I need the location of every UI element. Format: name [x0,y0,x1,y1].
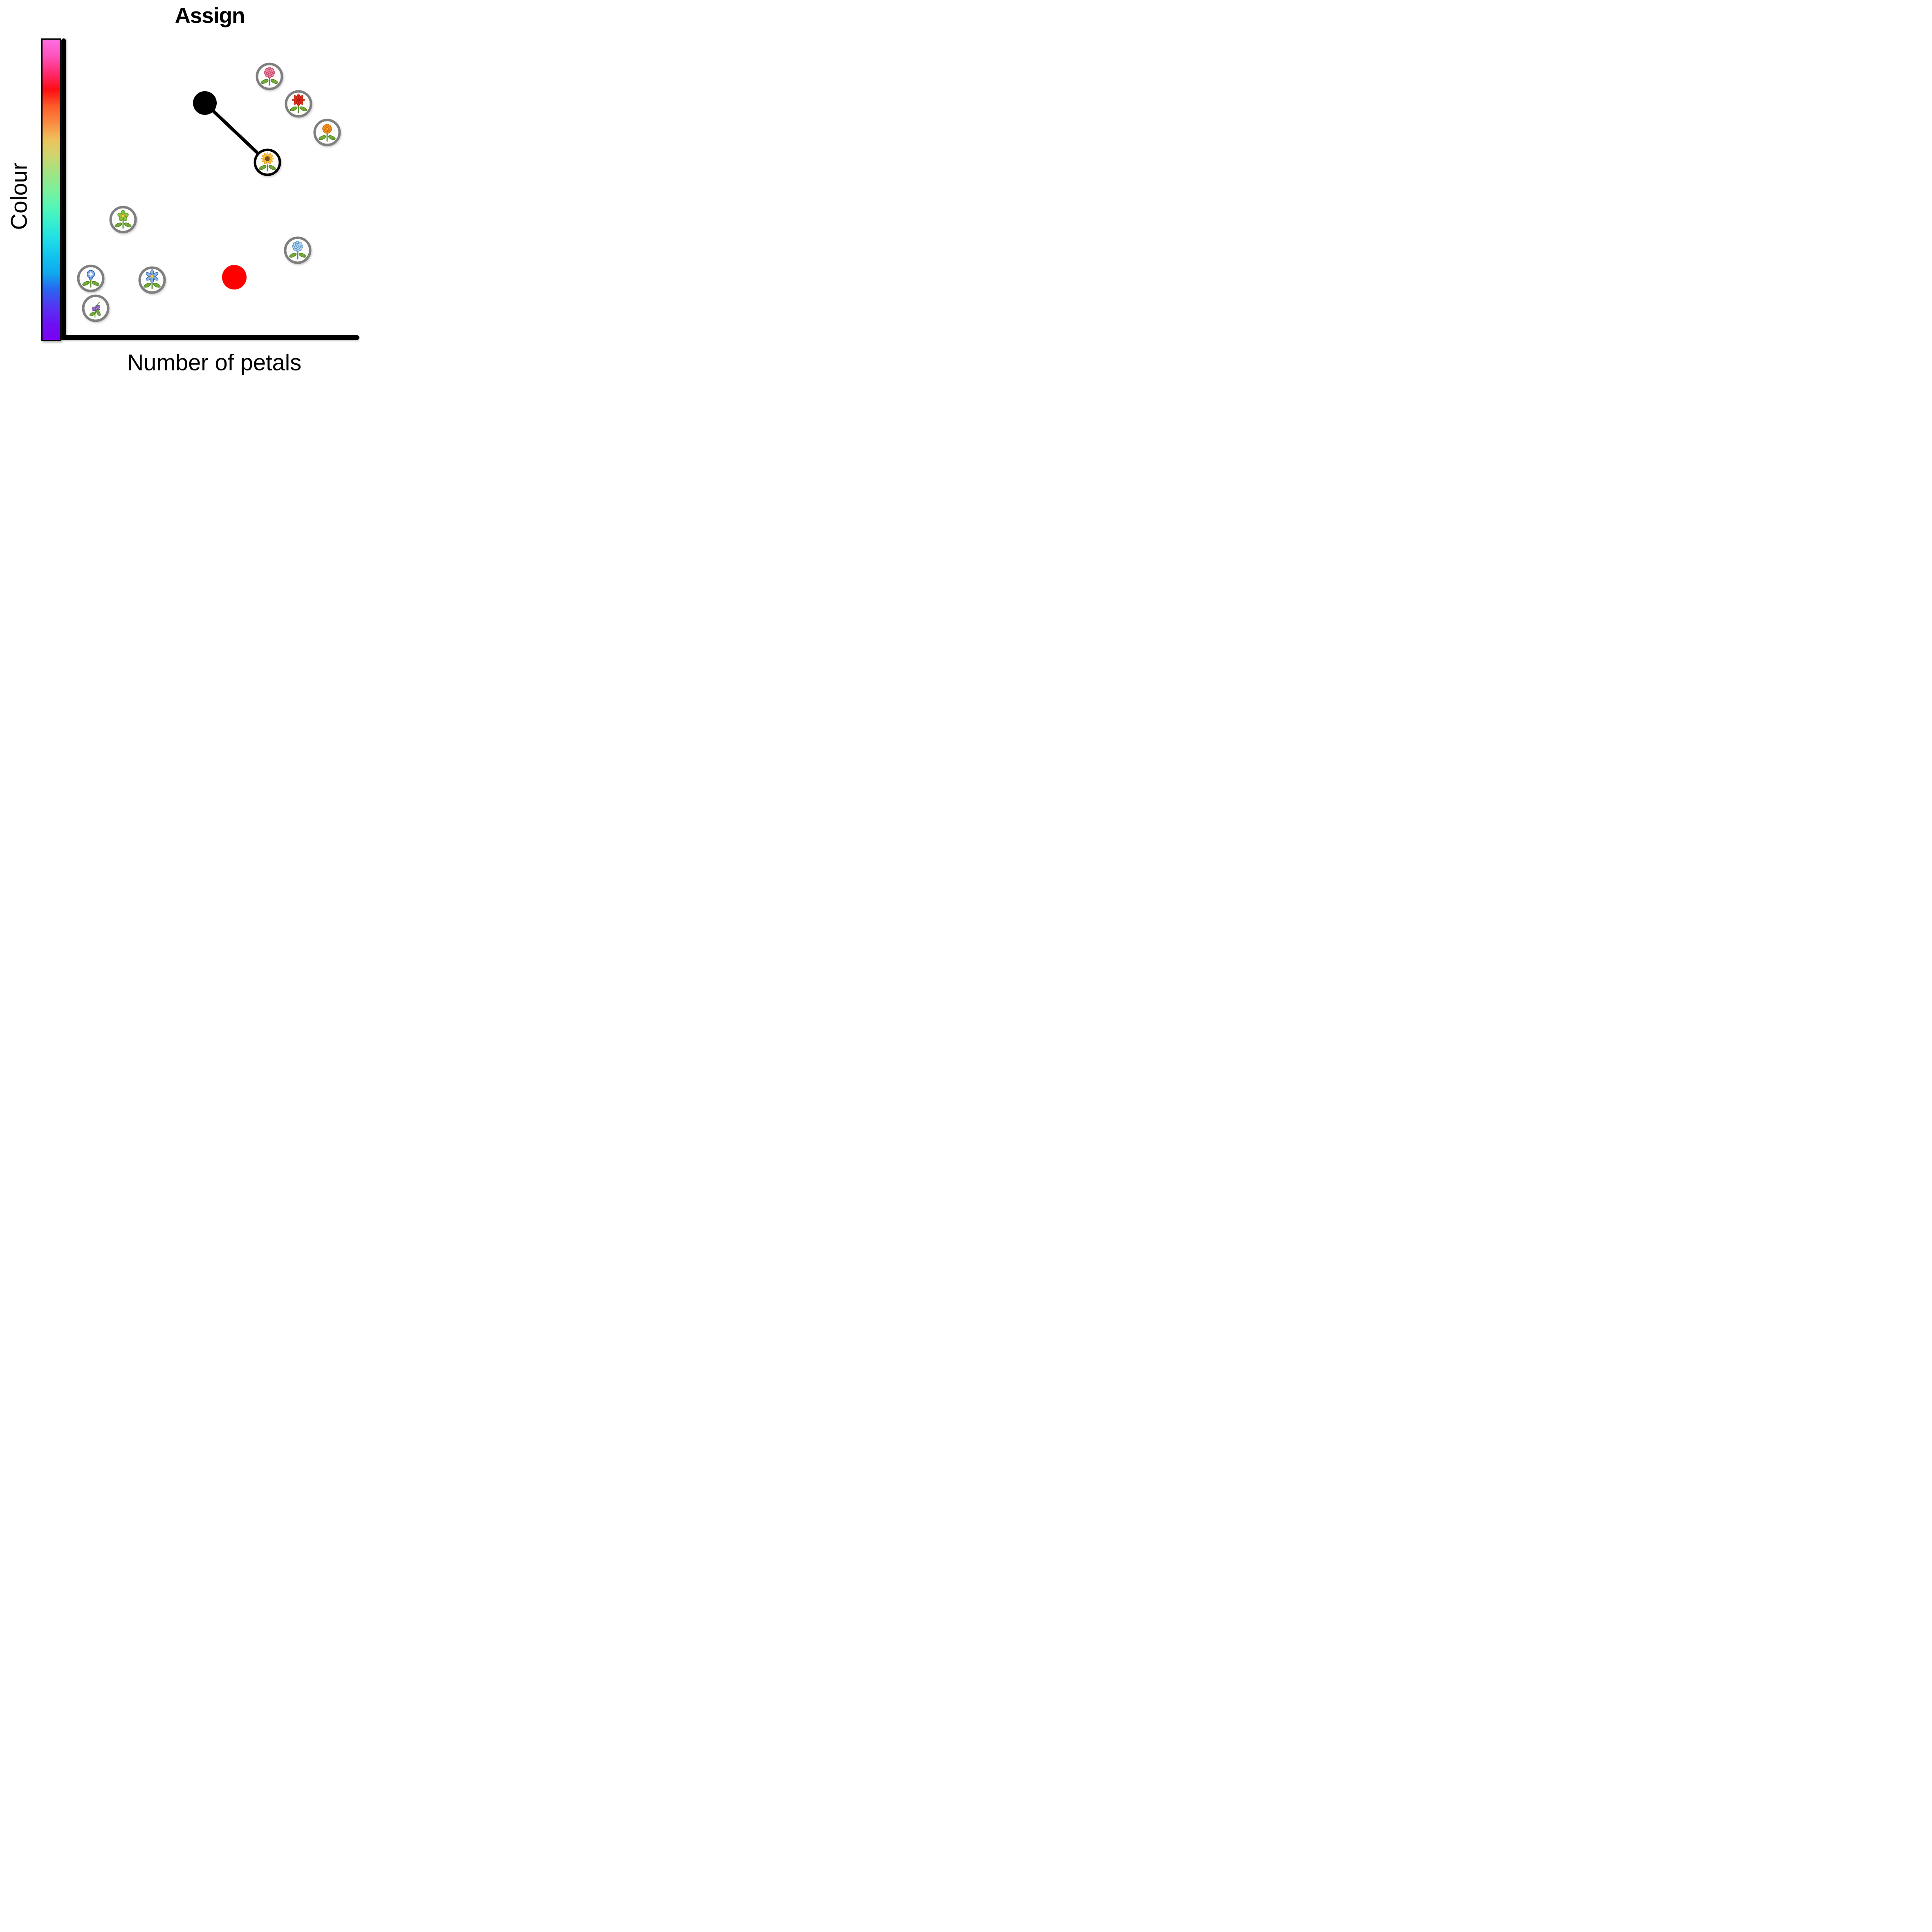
orange-marigold-icon [316,122,338,144]
blue-daisy-icon [141,269,163,291]
flower-marker-green-flower [109,206,137,233]
pink-peony-icon [259,66,280,88]
y-axis-line [61,38,66,340]
green-flower-icon [112,209,134,231]
flower-marker-purple-bellflower [82,294,110,322]
colorbar-gradient [41,38,61,341]
x-axis-label: Number of petals [127,349,302,375]
flower-marker-red-dahlia [285,90,312,118]
red-centroid [222,265,247,289]
flower-marker-blue-daisy [138,266,166,294]
blue-morning-glory-icon [80,268,102,289]
red-dahlia-icon [288,93,310,115]
purple-bellflower-icon [85,298,107,319]
black-centroid [193,91,217,115]
flower-marker-blue-morning-glory [77,265,105,292]
flower-marker-layer [0,0,386,386]
flower-marker-sunflower [254,148,281,176]
sunflower-icon [257,152,278,173]
flower-marker-orange-marigold [313,119,341,146]
blue-rose-icon [287,240,309,261]
x-axis-line [61,335,359,340]
figure-title: Assign [175,4,245,28]
flower-marker-blue-rose [284,236,312,264]
flower-marker-pink-peony [256,63,283,90]
kmeans-assign-figure: Assign Colour Number of petals [0,0,386,386]
